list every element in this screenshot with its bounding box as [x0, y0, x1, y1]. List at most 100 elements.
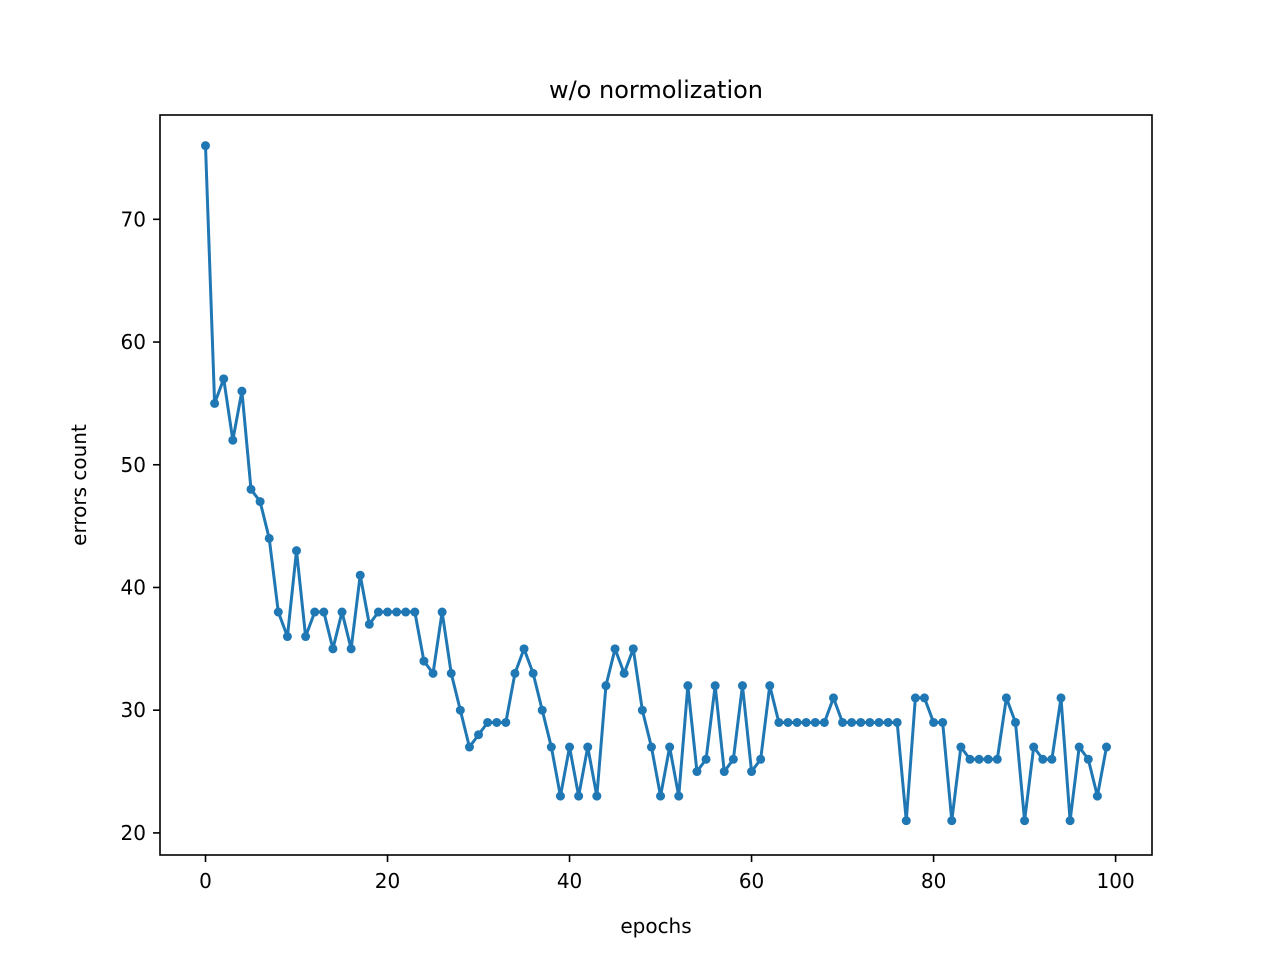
data-point [355, 570, 365, 580]
data-point [601, 681, 611, 691]
data-point [401, 607, 411, 617]
data-point [637, 705, 647, 715]
y-tick-label: 30 [121, 698, 146, 722]
data-point [747, 767, 757, 777]
data-point [201, 141, 210, 151]
data-point [583, 742, 593, 752]
x-axis-ticks: 0 20 40 60 80 100 [199, 855, 1135, 893]
data-point [383, 607, 393, 617]
data-point [264, 533, 274, 543]
data-point [255, 497, 265, 507]
data-point [1065, 816, 1075, 826]
data-point [574, 791, 584, 801]
x-tick-label: 20 [375, 869, 400, 893]
data-point [783, 717, 793, 727]
data-point [1029, 742, 1039, 752]
data-point [838, 717, 848, 727]
data-point [565, 742, 575, 752]
data-point [992, 754, 1002, 764]
data-point [1102, 742, 1111, 752]
data-point [228, 435, 238, 445]
data-point [947, 816, 957, 826]
data-point [910, 693, 920, 703]
y-tick-label: 60 [121, 330, 146, 354]
data-point [292, 546, 302, 556]
data-point [865, 717, 875, 727]
data-point [692, 767, 702, 777]
data-point [1010, 717, 1020, 727]
data-point [519, 644, 529, 654]
data-point [510, 668, 520, 678]
data-point [965, 754, 975, 764]
data-point [728, 754, 738, 764]
data-point [392, 607, 402, 617]
data-point [492, 717, 502, 727]
data-point [646, 742, 656, 752]
data-point [710, 681, 720, 691]
data-point [428, 668, 438, 678]
data-point [592, 791, 602, 801]
y-tick-label: 20 [121, 821, 146, 845]
data-point [437, 607, 447, 617]
data-point [210, 398, 220, 408]
data-point [1092, 791, 1102, 801]
data-point [246, 484, 256, 494]
data-point [801, 717, 811, 727]
data-point [765, 681, 775, 691]
data-point [683, 681, 693, 691]
y-axis-label: errors count [67, 424, 91, 546]
data-point [847, 717, 857, 727]
data-point [364, 619, 374, 629]
data-point [1074, 742, 1084, 752]
x-tick-label: 60 [739, 869, 764, 893]
data-point [974, 754, 984, 764]
x-tick-label: 80 [921, 869, 946, 893]
x-tick-label: 40 [557, 869, 582, 893]
data-point [901, 816, 911, 826]
x-tick-label: 0 [199, 869, 212, 893]
data-point [373, 607, 383, 617]
data-point [310, 607, 320, 617]
data-point [455, 705, 465, 715]
data-point [983, 754, 993, 764]
data-point [856, 717, 866, 727]
data-point [883, 717, 893, 727]
data-point [701, 754, 711, 764]
y-tick-label: 40 [121, 575, 146, 599]
data-point [464, 742, 474, 752]
data-point [792, 717, 802, 727]
data-point [674, 791, 684, 801]
data-point [1001, 693, 1011, 703]
data-point [1083, 754, 1093, 764]
data-point [273, 607, 283, 617]
data-point [301, 632, 311, 642]
y-tick-label: 50 [121, 453, 146, 477]
y-axis-ticks: 20 30 40 50 60 70 [121, 207, 160, 845]
data-point [956, 742, 966, 752]
plot-area [201, 141, 1111, 826]
data-point [892, 717, 902, 727]
data-point [237, 386, 247, 396]
data-point [665, 742, 675, 752]
data-point [929, 717, 939, 727]
data-point [337, 607, 347, 617]
data-point [1020, 816, 1030, 826]
data-point [346, 644, 356, 654]
data-point [828, 693, 838, 703]
data-point [410, 607, 420, 617]
data-point [528, 668, 538, 678]
data-point [719, 767, 729, 777]
x-axis-label: epochs [620, 914, 691, 938]
series-line [204, 145, 1108, 823]
data-point [446, 668, 456, 678]
data-point [874, 717, 884, 727]
data-point [938, 717, 948, 727]
data-point [819, 717, 829, 727]
data-point [419, 656, 429, 666]
data-point [555, 791, 565, 801]
data-point [919, 693, 929, 703]
data-point [610, 644, 620, 654]
data-point [219, 374, 229, 384]
